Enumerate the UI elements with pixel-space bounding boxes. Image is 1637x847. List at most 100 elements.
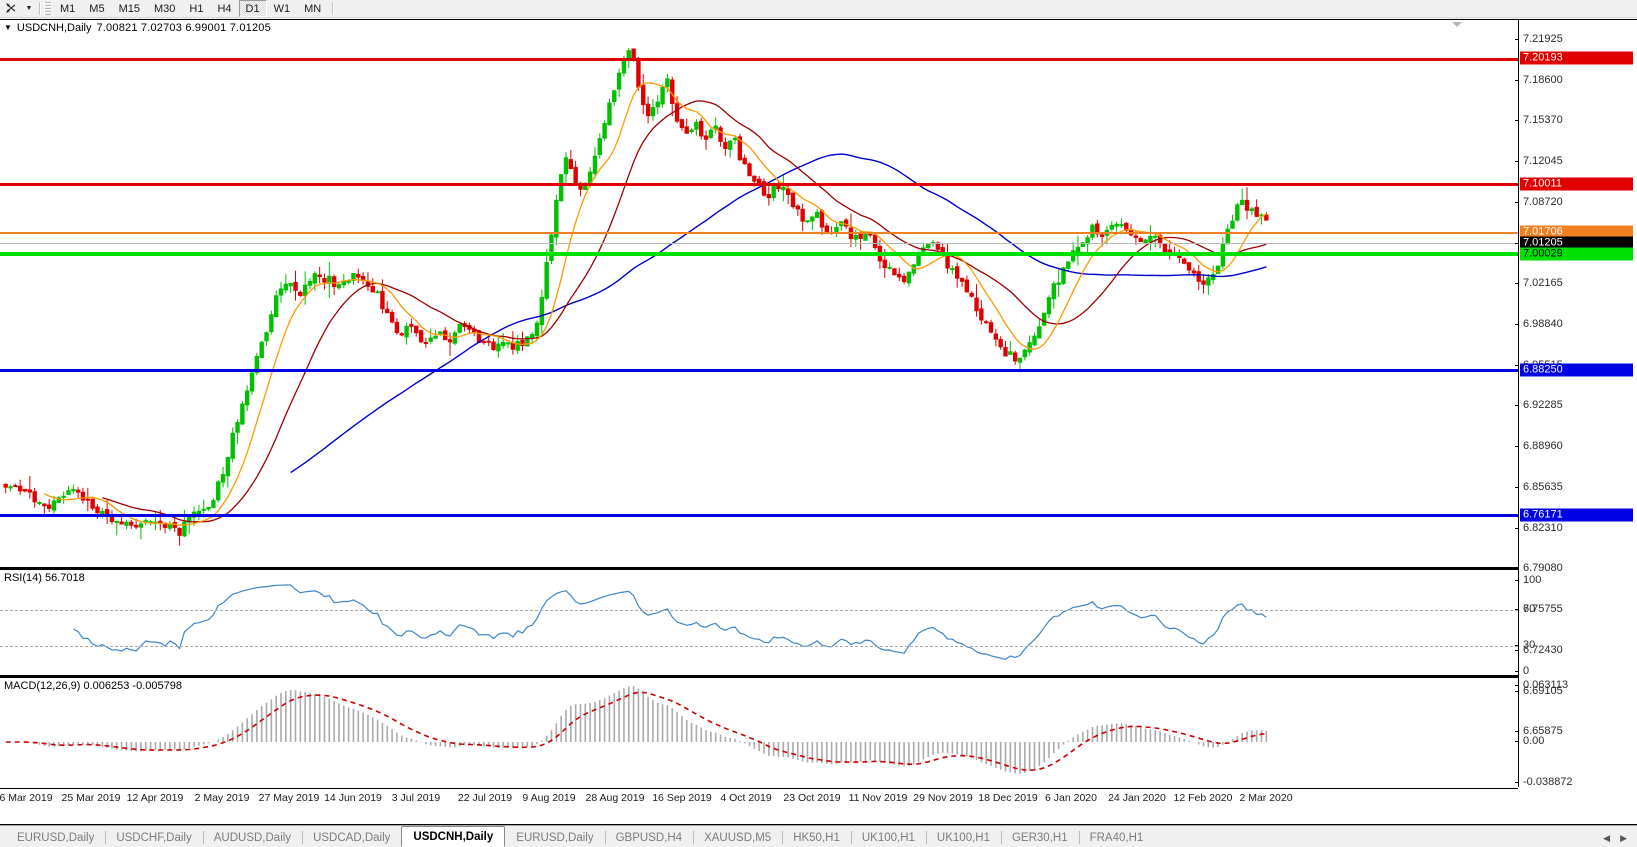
timeframe-m15[interactable]: M15 (118, 2, 140, 15)
timeframe-w1[interactable]: W1 (273, 2, 291, 15)
macd-series (5, 686, 1268, 774)
toolbar-separator-1 (39, 2, 41, 15)
date-axis-label-2: 12 Apr 2019 (126, 792, 184, 804)
candlestick-series (3, 47, 1269, 546)
date-axis-label-4: 27 May 2019 (258, 792, 320, 804)
macd-pane[interactable]: MACD(12,26,9) 0.006253 -0.005798 (0, 677, 1518, 787)
timeframe-d1[interactable]: D1 (238, 0, 267, 17)
resistance-line-710011 (0, 183, 1518, 186)
price-axis-tick-1: 7.18600 (1515, 74, 1563, 86)
bid-price-label: 7.01205 (1520, 236, 1633, 250)
chart-tab-12[interactable]: FRA40,H1 (1078, 828, 1155, 847)
tab-scroll-left-icon[interactable]: ◀ (1603, 833, 1611, 843)
chart-tab-11[interactable]: GER30,H1 (1000, 828, 1079, 847)
rsi-level-30-line (0, 646, 1518, 647)
chart-collapse-caret[interactable]: ▼ (4, 22, 12, 32)
chart-tab-1[interactable]: USDCHF,Daily (105, 828, 202, 847)
price-pane[interactable]: ▼ USDCNH,Daily 7.00821 7.02703 6.99001 7… (0, 20, 1518, 567)
resistance-level-label-720193: 7.20193 (1520, 51, 1633, 65)
support-line-700029 (0, 252, 1518, 256)
chart-canvas-area[interactable]: ▼ USDCNH,Daily 7.00821 7.02703 6.99001 7… (0, 19, 1637, 825)
support-level-label-688250: 6.88250 (1520, 363, 1633, 377)
timeframe-h1[interactable]: H1 (189, 2, 204, 15)
price-axis-tick-10: 6.88960 (1515, 440, 1563, 452)
price-axis-tick-6: 7.02165 (1515, 277, 1563, 289)
timeframe-m30[interactable]: M30 (153, 2, 176, 15)
scroll-position-marker (1452, 22, 1462, 27)
chart-ohlc-values: 7.00821 7.02703 6.99001 7.01205 (96, 21, 271, 34)
tab-scroll-right-icon[interactable]: ▶ (1620, 833, 1627, 843)
price-axis-tick-16: 6.69105 (1515, 685, 1563, 697)
chart-tab-7[interactable]: XAUUSD,M5 (693, 828, 782, 847)
pane-divider-price-rsi[interactable] (0, 567, 1637, 569)
support-level-label-700029: 7.00029 (1520, 247, 1633, 261)
date-axis-label-8: 9 Aug 2019 (522, 792, 576, 804)
chart-header: ▼ USDCNH,Daily 7.00821 7.02703 6.99001 7… (0, 20, 271, 35)
rsi-series (73, 584, 1267, 661)
chart-tab-2[interactable]: AUDUSD,Daily (202, 828, 302, 847)
timeframe-button-group: M1 M5 M15 M30 H1 H4 D1 W1 MN (53, 0, 328, 17)
date-axis-label-13: 11 Nov 2019 (848, 792, 908, 804)
timeframe-h4[interactable]: H4 (217, 2, 232, 15)
date-axis-label-7: 22 Jul 2019 (457, 792, 513, 804)
price-axis-tick-11: 6.85635 (1515, 481, 1563, 493)
rsi-axis-tick-1: 70 (1514, 603, 1535, 615)
price-axis-tick-17: 6.65875 (1515, 725, 1563, 737)
rsi-axis-tick-2: 30 (1514, 639, 1535, 651)
date-axis-label-9: 28 Aug 2019 (585, 792, 645, 804)
chart-tab-6[interactable]: GBPUSD,H4 (604, 828, 693, 847)
rsi-axis-tick-3: 0 (1514, 665, 1529, 677)
rsi-level-70-line (0, 610, 1518, 611)
date-axis[interactable]: 6 Mar 2019 25 Mar 2019 12 Apr 2019 2 May 20… (0, 788, 1518, 808)
price-axis-tick-9: 6.92285 (1515, 399, 1563, 411)
chart-tab-8[interactable]: HK50,H1 (782, 828, 851, 847)
tab-scroll-controls: ◀ ▶ (1603, 833, 1637, 847)
pane-divider-rsi-macd[interactable] (0, 675, 1637, 677)
timeframe-mn[interactable]: MN (304, 2, 322, 15)
date-axis-label-16: 6 Jan 2020 (1045, 792, 1097, 804)
macd-axis-tick-0: 0.063113 (1514, 679, 1568, 691)
macd-axis-tick-2: -0.038872 (1515, 776, 1573, 788)
rsi-axis-tick-0: 100 (1514, 574, 1541, 586)
date-axis-label-17: 24 Jan 2020 (1108, 792, 1166, 804)
date-axis-label-10: 16 Sep 2019 (652, 792, 712, 804)
chart-tab-3[interactable]: USDCAD,Daily (302, 828, 401, 847)
date-axis-label-18: 12 Feb 2020 (1173, 792, 1233, 804)
rsi-indicator-label[interactable]: RSI(14) 56.7018 (4, 572, 85, 584)
timeframe-m1[interactable]: M1 (60, 2, 76, 15)
toolbar-separator-2 (332, 2, 335, 15)
macd-indicator-label[interactable]: MACD(12,26,9) 0.006253 -0.005798 (4, 680, 182, 692)
chart-tab-10[interactable]: UK100,H1 (925, 828, 1001, 847)
timeframe-m5[interactable]: M5 (89, 2, 105, 15)
price-axis-tick-15: 6.72430 (1515, 644, 1563, 656)
price-axis-tick-2: 7.15370 (1515, 114, 1563, 126)
macd-axis-tick-1: 0.00 (1514, 735, 1544, 747)
chart-tab-0[interactable]: EURUSD,Daily (17, 831, 95, 844)
support-line-688250 (0, 369, 1518, 372)
date-axis-label-19: 2 Mar 2020 (1239, 792, 1293, 804)
rsi-pane[interactable]: RSI(14) 56.7018 (0, 569, 1518, 676)
price-axis-tick-7: 6.98840 (1515, 318, 1563, 330)
price-axis-tick-12: 6.82310 (1515, 522, 1563, 534)
chart-tab-5[interactable]: EURUSD,Daily (516, 831, 594, 844)
crosshair-cursor-icon[interactable] (0, 0, 22, 17)
chart-symbol-label: USDCNH,Daily (16, 21, 92, 34)
toolbar-drag-handle[interactable] (44, 2, 51, 15)
level-label-701706: 7.01706 (1520, 225, 1633, 239)
date-axis-label-12: 23 Oct 2019 (783, 792, 841, 804)
dropdown-arrow-icon[interactable]: ▼ (25, 5, 33, 12)
date-axis-label-15: 18 Dec 2019 (978, 792, 1038, 804)
chart-tab-bar: EURUSD,Daily USDCHF,Daily AUDUSD,Daily USDC… (0, 825, 1637, 847)
date-axis-label-3: 2 May 2019 (194, 792, 250, 804)
support-line-676171 (0, 514, 1518, 517)
price-axis-tick-0: 7.21925 (1515, 33, 1563, 45)
resistance-level-label-710011: 7.10011 (1520, 177, 1633, 191)
price-axis[interactable]: 7.219257.186007.153707.120457.087207.053… (1514, 20, 1637, 788)
top-toolbar: ▼ M1 M5 M15 M30 H1 H4 D1 W1 MN (0, 0, 1637, 18)
date-axis-label-11: 4 Oct 2019 (720, 792, 772, 804)
date-axis-label-14: 29 Nov 2019 (913, 792, 973, 804)
date-axis-label-6: 3 Jul 2019 (391, 792, 441, 804)
chart-tab-9[interactable]: UK100,H1 (850, 828, 926, 847)
chart-tab-4-active[interactable]: USDCNH,Daily (401, 826, 506, 847)
